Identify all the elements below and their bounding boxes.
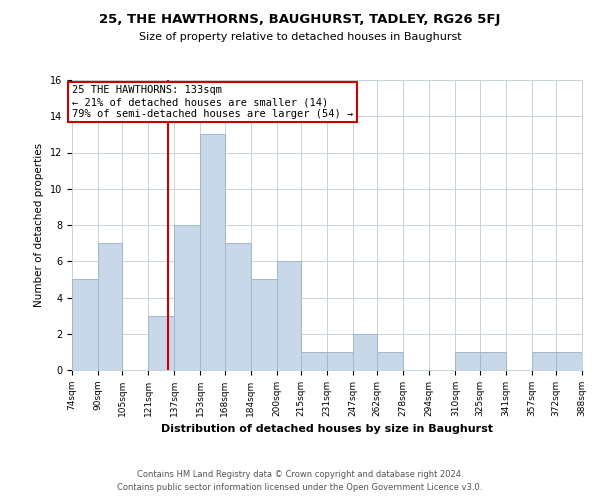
Text: Contains HM Land Registry data © Crown copyright and database right 2024.: Contains HM Land Registry data © Crown c… <box>137 470 463 479</box>
Bar <box>353 334 377 370</box>
Bar <box>455 352 479 370</box>
Bar <box>175 225 200 370</box>
Text: Size of property relative to detached houses in Baughurst: Size of property relative to detached ho… <box>139 32 461 42</box>
Bar <box>98 243 122 370</box>
Bar <box>200 134 224 370</box>
Bar <box>377 352 403 370</box>
Bar <box>532 352 556 370</box>
Text: 25, THE HAWTHORNS, BAUGHURST, TADLEY, RG26 5FJ: 25, THE HAWTHORNS, BAUGHURST, TADLEY, RG… <box>100 12 500 26</box>
Bar <box>556 352 582 370</box>
Bar <box>277 261 301 370</box>
X-axis label: Distribution of detached houses by size in Baughurst: Distribution of detached houses by size … <box>161 424 493 434</box>
Bar <box>327 352 353 370</box>
Bar <box>224 243 251 370</box>
Bar <box>251 280 277 370</box>
Bar <box>301 352 327 370</box>
Text: 25 THE HAWTHORNS: 133sqm
← 21% of detached houses are smaller (14)
79% of semi-d: 25 THE HAWTHORNS: 133sqm ← 21% of detach… <box>72 86 353 118</box>
Bar <box>479 352 506 370</box>
Y-axis label: Number of detached properties: Number of detached properties <box>34 143 44 307</box>
Bar <box>72 280 98 370</box>
Text: Contains public sector information licensed under the Open Government Licence v3: Contains public sector information licen… <box>118 484 482 492</box>
Bar <box>148 316 175 370</box>
